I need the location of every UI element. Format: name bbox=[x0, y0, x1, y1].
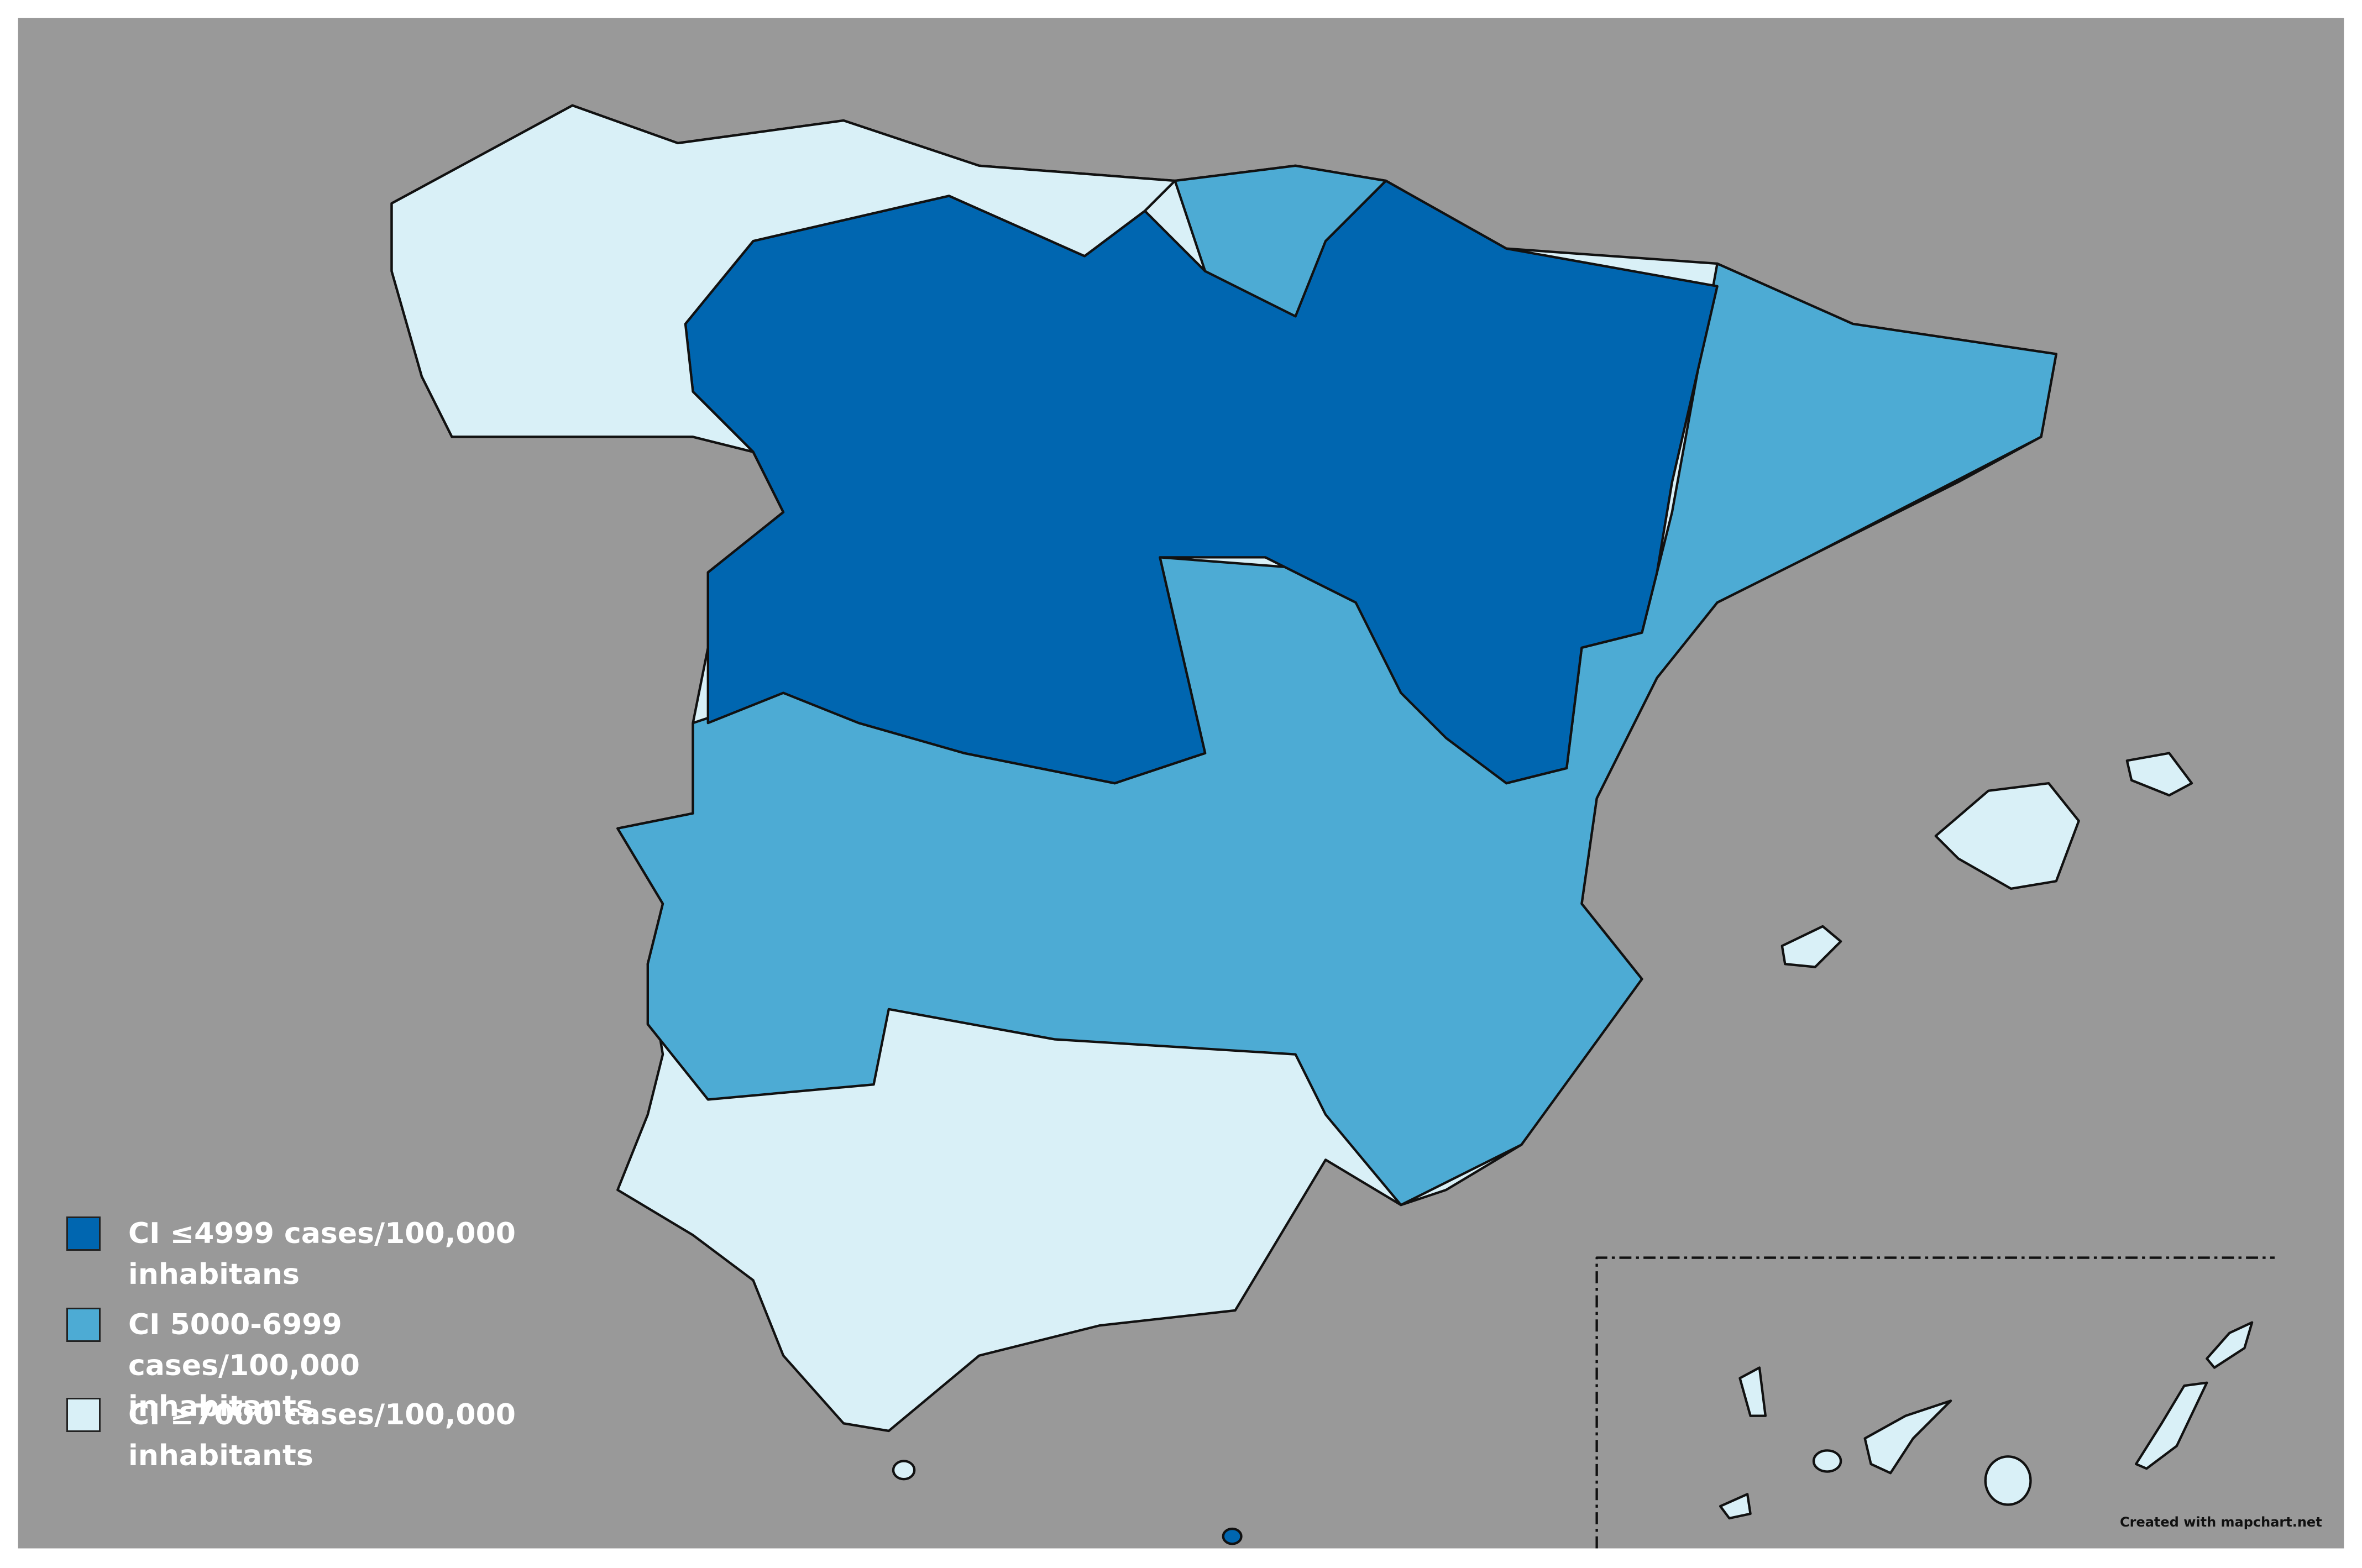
island bbox=[1812, 1449, 1842, 1473]
legend-item: CI ≥7000 cases/100,000 inhabitants bbox=[66, 1394, 542, 1476]
legend-label: CI ≤4999 cases/100,000 inhabitans bbox=[128, 1217, 516, 1291]
legend-swatch bbox=[66, 1308, 101, 1342]
inset-border bbox=[1595, 1256, 2275, 1549]
island bbox=[1780, 925, 1842, 968]
legend-label: CI 5000-6999 cases/100,000 inhabitants bbox=[128, 1308, 360, 1423]
island bbox=[1222, 1527, 1243, 1545]
legend-swatch bbox=[66, 1398, 101, 1432]
legend-label: CI ≥7000 cases/100,000 inhabitants bbox=[128, 1398, 516, 1472]
island bbox=[892, 1460, 916, 1481]
island bbox=[2135, 1381, 2208, 1470]
island bbox=[1738, 1366, 1767, 1417]
region bbox=[1174, 164, 1387, 318]
island bbox=[1863, 1399, 1952, 1475]
island bbox=[1934, 782, 2080, 890]
legend-item: CI ≤4999 cases/100,000 inhabitans bbox=[66, 1213, 542, 1295]
legend-item: CI 5000-6999 cases/100,000 inhabitants bbox=[66, 1304, 542, 1427]
island bbox=[1719, 1493, 1752, 1520]
credit: Created with mapchart.net bbox=[2120, 1514, 2322, 1530]
island bbox=[2206, 1321, 2254, 1369]
island bbox=[1984, 1455, 2032, 1506]
island bbox=[2125, 752, 2193, 797]
legend-swatch bbox=[66, 1216, 101, 1251]
region bbox=[390, 104, 1176, 453]
